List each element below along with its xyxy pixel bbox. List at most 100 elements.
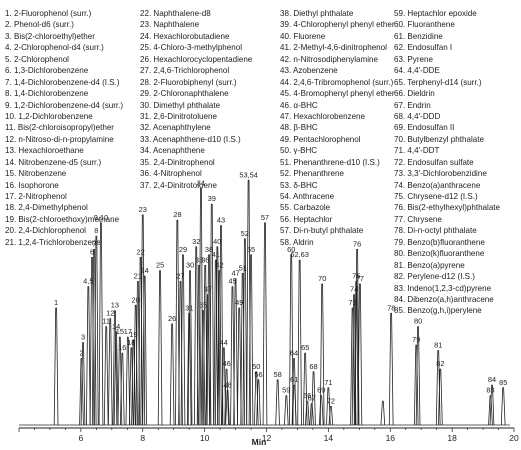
peak-trace — [262, 222, 268, 426]
compound-legend-item: 5. 2-Chlorophenol — [5, 54, 69, 64]
compound-legend-item: 21. 1,2,4-Trichlorobenzene — [5, 237, 101, 247]
compound-legend-item: 39. 4-Chlorophenyl phenyl ether — [280, 20, 395, 30]
peak-trace — [289, 254, 294, 426]
peak-trace — [103, 326, 109, 426]
peak-label: 22 — [136, 247, 144, 256]
peak-label: 4,5 — [83, 277, 93, 286]
legend-column-1: 1. 2-Fluorophenol (surr.) 2. Phenol-d6 (s… — [5, 8, 141, 248]
compound-legend-item: 34. Acenaphthene — [140, 146, 205, 156]
compound-legend-item: 51. Phenanthrene-d10 (I.S.) — [280, 157, 380, 167]
compound-legend-item: 18. 2,4-Dimethylphenol — [5, 203, 88, 213]
peak-trace — [309, 403, 314, 426]
compound-legend-item: 40. Fluorene — [280, 31, 326, 41]
legend-column-3: 38. Diethyl phthalate 39. 4-Chlorophenyl … — [280, 8, 416, 248]
peak-label: 47 — [231, 269, 239, 278]
peak-label: 1 — [54, 298, 58, 307]
compound-legend-item: 63. Pyrene — [394, 54, 433, 64]
compound-legend-item: 32. Acenaphthylene — [140, 123, 211, 133]
peak-label: 59 — [282, 386, 290, 395]
peak-label: 60 — [287, 245, 295, 254]
compound-legend-item: 69. Endosulfan II — [394, 123, 455, 133]
peak-label: 6 — [90, 247, 94, 256]
peak-trace — [291, 358, 297, 426]
peak-trace — [157, 270, 163, 426]
compound-legend-item: 36. 4-Nitrophenol — [140, 169, 202, 179]
peak-label: 68 — [309, 362, 317, 371]
compound-legend-item: 70. Butylbenzyl phthalate — [394, 134, 484, 144]
peak-label: 64 — [290, 349, 298, 358]
peak-label: 35 — [199, 301, 207, 310]
peak-label: 21 — [134, 271, 142, 280]
compound-legend-item: 33. Acenaphthene-d10 (I.S.) — [140, 134, 241, 144]
peak-trace — [357, 283, 363, 426]
peak-trace — [354, 249, 360, 426]
compound-legend-item: 60. Fluoranthene — [394, 20, 455, 30]
peak-trace — [246, 179, 251, 426]
peak-trace — [275, 379, 280, 426]
peak-trace — [213, 259, 219, 426]
peak-trace — [94, 235, 99, 426]
compound-legend-item: 75. Chrysene-d12 (I.S.) — [394, 192, 478, 201]
peak-trace — [489, 384, 495, 426]
peak-label: 40 — [213, 237, 221, 246]
peak-label: 29 — [179, 245, 187, 254]
compound-legend-item: 80. Benzo(k)fluoranthene — [394, 249, 485, 259]
compound-legend-item: 82. Perylene-d12 (I.S.) — [394, 272, 475, 282]
compound-legend-item: 79. Benzo(b)fluoranthene — [394, 237, 485, 247]
peak-trace — [438, 368, 443, 426]
compound-legend-item: 78. Di-n-octyl phthalate — [394, 226, 477, 236]
peak-trace — [305, 400, 310, 426]
compound-legend-item: 8. 1,4-Dichlorobenzene — [5, 89, 89, 99]
compound-legend-item: 4. 2-Chlorophenol-d4 (surr.) — [5, 43, 104, 53]
peak-label: 3 — [81, 333, 85, 342]
compound-legend-item: 10. 1,2-Dichlorobenzene — [5, 111, 93, 121]
peak-label: 50 — [252, 362, 260, 371]
compound-legend-item: 65. Terphenyl-d14 (surr.) — [394, 77, 482, 87]
peak-label: 39 — [208, 194, 216, 203]
compound-legend-item: 84. Dibenzo(a,h)anthracene — [394, 294, 494, 304]
peak-trace — [86, 286, 91, 426]
peak-label: 9,10 — [94, 213, 108, 222]
peak-label: 36 — [201, 255, 209, 264]
compound-legend-item: 9. 1,2-Dichlorobenzene-d4 (surr.) — [5, 100, 124, 110]
peak-trace — [200, 310, 206, 426]
peak-label: 51 — [239, 263, 247, 272]
peak-label: 58 — [273, 370, 281, 379]
peak-trace — [180, 254, 186, 426]
peak-trace — [187, 270, 193, 426]
x-tick-label: 14 — [324, 433, 334, 443]
compound-legend-item: 22. Naphthalene-d8 — [140, 9, 211, 18]
peak-label: 25 — [156, 261, 164, 270]
compound-legend-item: 77. Chrysene — [394, 214, 442, 224]
peak-label: 71 — [324, 378, 332, 387]
peak-trace — [237, 307, 242, 426]
legend-column-4: 59. Heptachlor epoxide 60. Fluoranthene 61… — [394, 8, 521, 317]
peak-label: 14 — [112, 322, 120, 331]
peak-trace — [125, 336, 131, 426]
compound-legend-item: 23. Naphthalene — [140, 20, 200, 30]
peak-label: 45 — [228, 277, 236, 286]
compound-legend-item: 19. Bis(2-chloroethoxy)methane — [5, 214, 120, 224]
compound-legend-item: 53. δ-BHC — [280, 180, 318, 190]
compound-legend-item: 71. 4,4'-DDT — [394, 146, 440, 156]
peak-label: 23 — [139, 205, 147, 214]
peak-label: 48 — [223, 380, 231, 389]
compound-legend-item: 35. 2,4-Dinitrophenol — [140, 157, 215, 167]
compound-legend-item: 46. α-BHC — [280, 100, 318, 110]
peak-label: 30 — [186, 261, 194, 270]
peak-label: 44 — [220, 338, 228, 347]
x-tick-label: 6 — [79, 433, 84, 443]
peak-trace — [194, 246, 199, 426]
compound-legend-item: 68. 4,4'-DDD — [394, 111, 441, 121]
compound-legend-item: 15. Nitrobenzene — [5, 169, 67, 179]
compound-legend-item: 74. Benzo(a)anthracene — [394, 180, 481, 190]
compound-legend-item: 24. Hexachlorobutadiene — [140, 31, 230, 41]
peak-label: 65 — [301, 343, 309, 352]
peak-label: 85 — [499, 378, 507, 387]
peak-label: 56 — [254, 370, 262, 379]
peak-label: 83 — [486, 386, 494, 395]
peak-label: 18 — [127, 338, 135, 347]
compound-legend-item: 2. Phenol-d6 (surr.) — [5, 20, 74, 30]
compound-legend-item: 7. 1,4-Dichlorobenzene-d4 (I.S.) — [5, 77, 120, 87]
